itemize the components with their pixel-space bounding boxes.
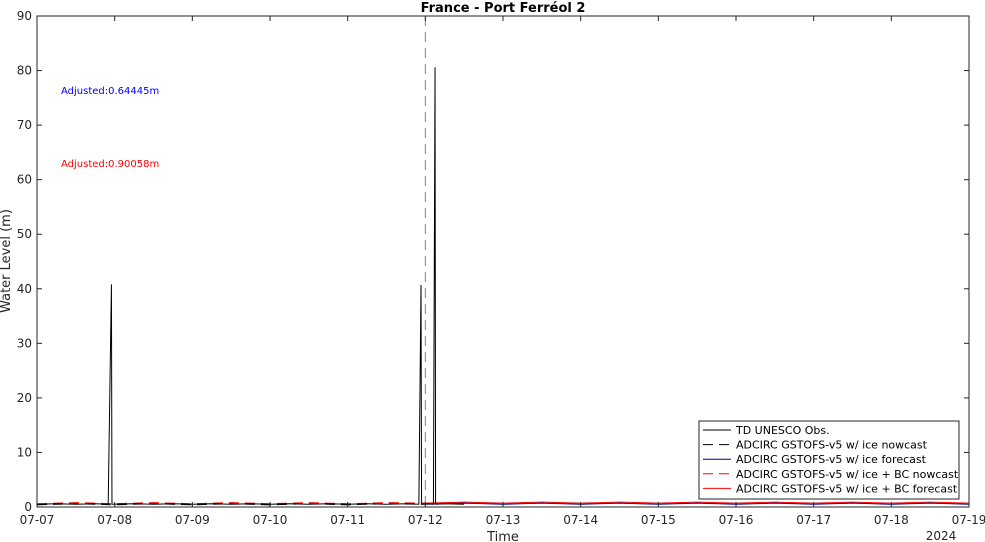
- x-tick-label: 07-08: [97, 513, 132, 527]
- y-tick-label: 20: [17, 391, 32, 405]
- x-tick-label: 07-12: [408, 513, 443, 527]
- x-tick-label: 07-11: [330, 513, 365, 527]
- y-tick-label: 0: [24, 500, 32, 514]
- x-tick-label: 07-14: [563, 513, 598, 527]
- x-axis-label: Time: [486, 530, 519, 542]
- legend-entry-label: ADCIRC GSTOFS-v5 w/ ice nowcast: [736, 439, 928, 452]
- y-axis-label: Water Level (m): [0, 209, 14, 313]
- x-tick-label: 07-13: [486, 513, 521, 527]
- y-tick-label: 70: [17, 118, 32, 132]
- y-tick-label: 60: [17, 173, 32, 187]
- annotation-layer: Adjusted:0.64445m Adjusted:0.90058m: [61, 86, 159, 170]
- legend-box: [698, 420, 960, 500]
- axes-layer: 07-07 07-08 07-09 07-10 07-11 07-12 07-13 07-14…: [17, 9, 985, 527]
- x-tick-label: 07-15: [641, 513, 676, 527]
- y-tick-label: 50: [17, 227, 32, 241]
- chart-title: France - Port Ferréol 2: [421, 1, 586, 16]
- x-tick-label: 07-09: [175, 513, 210, 527]
- legend-entry-label: ADCIRC GSTOFS-v5 w/ ice forecast: [736, 453, 927, 466]
- adjustment-annotation: Adjusted:0.90058m: [61, 159, 159, 170]
- x-tick-label: 07-18: [874, 513, 909, 527]
- x-axis-year-label: 2024: [926, 529, 957, 542]
- legend-entry-label: ADCIRC GSTOFS-v5 w/ ice + BC nowcast: [736, 468, 959, 481]
- adjustment-annotation: Adjusted:0.64445m: [61, 86, 159, 97]
- y-tick-label: 10: [17, 445, 32, 459]
- x-tick-label: 07-19: [952, 513, 985, 527]
- x-tick-label: 07-17: [796, 513, 831, 527]
- legend-entry-label: ADCIRC GSTOFS-v5 w/ ice + BC forecast: [736, 482, 958, 495]
- series-line: [425, 501, 970, 504]
- y-tick-label: 30: [17, 336, 32, 350]
- x-tick-label: 07-10: [253, 513, 288, 527]
- y-tick-label: 40: [17, 282, 32, 296]
- y-tick-label: 80: [17, 64, 32, 78]
- legend-entry-label: TD UNESCO Obs.: [735, 424, 830, 437]
- legend: TD UNESCO Obs. ADCIRC GSTOFS-v5 w/ ice no…: [698, 420, 960, 500]
- x-tick-label: 07-07: [20, 513, 55, 527]
- y-tick-label: 90: [17, 9, 32, 23]
- series-line: [425, 502, 970, 505]
- x-tick-label: 07-16: [719, 513, 754, 527]
- series-line: [36, 502, 426, 505]
